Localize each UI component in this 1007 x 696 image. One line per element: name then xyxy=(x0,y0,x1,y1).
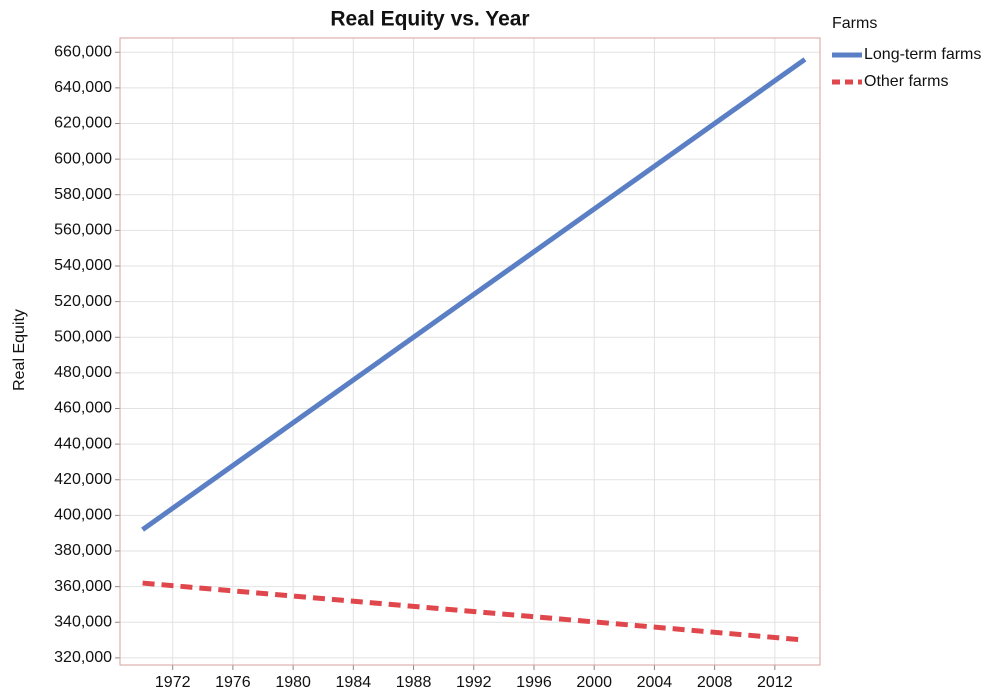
chart-title: Real Equity vs. Year xyxy=(330,8,529,31)
y-tick-label: 660,000 xyxy=(54,43,112,60)
x-tick-label: 1996 xyxy=(516,674,552,691)
y-axis-label: Real Equity xyxy=(11,309,28,391)
x-tick-label: 1980 xyxy=(275,674,311,691)
y-tick-label: 420,000 xyxy=(54,471,112,488)
x-tick-label: 2012 xyxy=(757,674,793,691)
x-tick-label: 1992 xyxy=(456,674,492,691)
y-tick-label: 600,000 xyxy=(54,150,112,167)
y-tick-label: 620,000 xyxy=(54,115,112,132)
y-tick-label: 640,000 xyxy=(54,79,112,96)
y-tick-label: 380,000 xyxy=(54,542,112,559)
y-tick-label: 320,000 xyxy=(54,649,112,666)
y-tick-label: 480,000 xyxy=(54,364,112,381)
y-tick-label: 520,000 xyxy=(54,293,112,310)
y-tick-label: 440,000 xyxy=(54,435,112,452)
y-tick-label: 360,000 xyxy=(54,578,112,595)
y-tick-label: 540,000 xyxy=(54,257,112,274)
x-tick-label: 2008 xyxy=(697,674,733,691)
line xyxy=(142,580,806,643)
plot-frame xyxy=(119,37,821,666)
legend-title: Farms xyxy=(832,15,877,32)
y-tick-label: 560,000 xyxy=(54,222,112,239)
x-tick-label: 1984 xyxy=(336,674,372,691)
x-tick-label: 1972 xyxy=(155,674,191,691)
legend-label: Other farms xyxy=(864,73,948,90)
y-tick-label: 500,000 xyxy=(54,328,112,345)
line xyxy=(141,57,807,532)
y-tick-label: 580,000 xyxy=(54,186,112,203)
x-tick-label: 2004 xyxy=(637,674,673,691)
y-tick-label: 400,000 xyxy=(54,507,112,524)
legend-label: Long-term farms xyxy=(864,46,981,63)
y-tick-label: 460,000 xyxy=(54,400,112,417)
y-tick-label: 340,000 xyxy=(54,613,112,630)
x-tick-label: 1976 xyxy=(215,674,251,691)
x-tick-label: 2000 xyxy=(576,674,612,691)
x-tick-label: 1988 xyxy=(396,674,432,691)
